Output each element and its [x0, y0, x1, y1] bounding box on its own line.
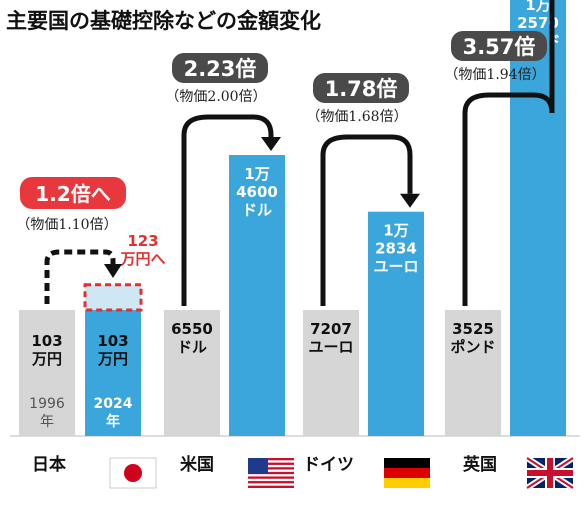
- japan-planned-label-line-1: 123: [127, 232, 158, 250]
- germany-old-label-line-2: ユーロ: [308, 338, 353, 356]
- chart-title: 主要国の基礎控除などの金額変化: [6, 9, 321, 33]
- uk-old-label-line-1: 3525: [452, 320, 494, 338]
- uk-new-label-line-1: 1万: [525, 0, 550, 14]
- usa-flag-stripe: [248, 485, 294, 488]
- usa-ratio-box: [172, 53, 268, 83]
- usa-price-note: （物価2.00倍）: [165, 89, 266, 105]
- usa-flag-stripe: [248, 458, 294, 461]
- usa-new-label-line-1: 1万: [244, 165, 269, 183]
- usa-old-label-line-1: 6550: [171, 320, 213, 338]
- uk-ratio-text: 3.57倍: [463, 35, 536, 59]
- japan-flag-sun: [124, 464, 142, 482]
- japan-ratio-text: 1.2倍へ: [35, 182, 110, 206]
- uk-old-label-line-2: ポンド: [450, 338, 495, 356]
- usa-country-label: 米国: [180, 454, 214, 475]
- usa-ratio-text: 2.23倍: [184, 57, 257, 81]
- japan-planned-label-line-2: 万円へ: [119, 250, 165, 268]
- usa-new-label-line-3: ドル: [242, 201, 272, 219]
- uk-growth-arrow: [462, 0, 555, 306]
- germany-flag-red: [384, 468, 430, 478]
- japan-old-year-line-2: 年: [40, 414, 54, 430]
- uk-new-bar: [510, 0, 566, 437]
- usa-flag-stripe: [248, 467, 294, 470]
- germany-new-label-line-3: ユーロ: [373, 258, 418, 276]
- germany-country-label: ドイツ: [303, 455, 354, 475]
- japan-dashed-arrow: [44, 249, 116, 304]
- usa-flag-stripe: [248, 476, 294, 479]
- germany-old-label-line-1: 7207: [310, 320, 352, 338]
- uk-ratio-box: [451, 31, 547, 61]
- uk-price-note: （物価1.94倍）: [444, 67, 545, 83]
- germany-arrow-head: [400, 193, 420, 208]
- usa-new-label-line-2: 4600: [236, 183, 278, 201]
- usa-growth-arrow: [181, 114, 274, 306]
- uk-old-bar: [445, 310, 501, 436]
- germany-new-label-line-1: 1万: [383, 222, 408, 240]
- germany-old-bar: [303, 310, 359, 436]
- usa-arrow-head: [261, 137, 281, 152]
- uk-country-label: 英国: [463, 454, 497, 475]
- usa-flag-stripe: [248, 462, 294, 465]
- germany-new-bar: [368, 211, 424, 436]
- germany-ratio-text: 1.78倍: [325, 77, 398, 101]
- germany-ratio-box: [313, 73, 409, 103]
- germany-growth-arrow: [320, 134, 413, 306]
- usa-old-label-line-2: ドル: [177, 338, 207, 356]
- japan-country-label: 日本: [32, 454, 66, 475]
- uk-new-label-line-2: 2570: [517, 14, 559, 32]
- japan-new-label-line-2: 万円: [97, 350, 128, 368]
- japan-planned-extension: [85, 284, 141, 310]
- japan-arrow-head: [104, 264, 122, 278]
- japan-old-label-line-1: 103: [31, 332, 62, 350]
- germany-flag-gold: [384, 478, 430, 488]
- germany-new-label-line-2: 2834: [375, 240, 417, 258]
- japan-new-label-line-1: 103: [97, 332, 128, 350]
- japan-new-bar: [85, 310, 141, 436]
- uk-flag-cross-red-h: [527, 470, 573, 476]
- usa-flag-stripe: [248, 481, 294, 484]
- japan-price-note: （物価1.10倍）: [16, 217, 117, 233]
- japan-ratio-box: [20, 177, 126, 209]
- usa-old-bar: [164, 310, 220, 436]
- usa-flag-canton: [248, 458, 268, 474]
- japan-old-year-line-1: 1996: [29, 396, 65, 412]
- japan-old-bar: [19, 310, 75, 436]
- japan-new-year-line-1: 2024: [94, 396, 133, 412]
- japan-old-label-line-2: 万円: [31, 350, 62, 368]
- germany-flag: [384, 458, 430, 468]
- usa-flag-stripe: [248, 471, 294, 475]
- germany-price-note: （物価1.68倍）: [306, 109, 407, 125]
- japan-new-year-line-2: 年: [106, 413, 120, 430]
- usa-new-bar: [229, 155, 285, 436]
